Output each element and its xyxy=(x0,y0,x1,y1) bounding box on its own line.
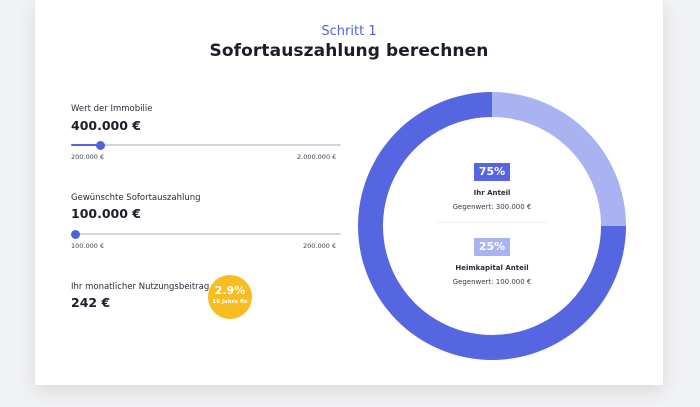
heimkapital-share-value: Gegenwert: 100.000 € xyxy=(452,278,532,286)
own-share-title: Ihr Anteil xyxy=(473,189,511,197)
chart-divider xyxy=(437,222,547,223)
interest-rate-note: 10 Jahre fix xyxy=(212,299,248,305)
property-value-amount: 400.000 € xyxy=(71,118,141,133)
payout-label: Gewünschte Sofortauszahlung xyxy=(71,193,201,203)
share-donut-chart xyxy=(358,92,626,360)
payout-min: 100.000 € xyxy=(71,242,105,250)
own-share-percent: 75% xyxy=(474,163,510,181)
payout-slider[interactable] xyxy=(70,229,341,239)
step-label: Schritt 1 xyxy=(321,24,377,39)
property-value-slider-fill xyxy=(71,144,101,146)
interest-rate-value: 2.9% xyxy=(214,284,246,297)
heimkapital-share-percent: 25% xyxy=(474,238,510,256)
payout-amount: 100.000 € xyxy=(71,206,141,221)
own-share-value: Gegenwert: 300.000 € xyxy=(452,203,532,211)
property-value-min: 200.000 € xyxy=(71,153,105,161)
property-value-label: Wert der Immobilie xyxy=(71,104,153,114)
payout-slider-handle[interactable] xyxy=(70,229,80,239)
calculator-card: Schritt 1 Sofortauszahlung berechnen xyxy=(35,0,663,385)
interest-rate-badge: 2.9% 10 Jahre fix xyxy=(208,275,252,319)
donut-segment-heimkapital-share xyxy=(492,92,626,226)
heimkapital-share-title: Heimkapital Anteil xyxy=(455,264,529,272)
property-value-max: 2.000.000 € xyxy=(297,153,337,161)
page-title: Sofortauszahlung berechnen xyxy=(209,41,489,61)
property-value-slider[interactable] xyxy=(71,140,341,150)
payout-max: 200.000 € xyxy=(303,242,337,250)
monthly-fee-label: Ihr monatlicher Nutzungsbeitrag xyxy=(71,282,210,292)
monthly-fee-amount: 242 € xyxy=(71,295,111,310)
property-value-slider-handle[interactable] xyxy=(96,140,106,150)
